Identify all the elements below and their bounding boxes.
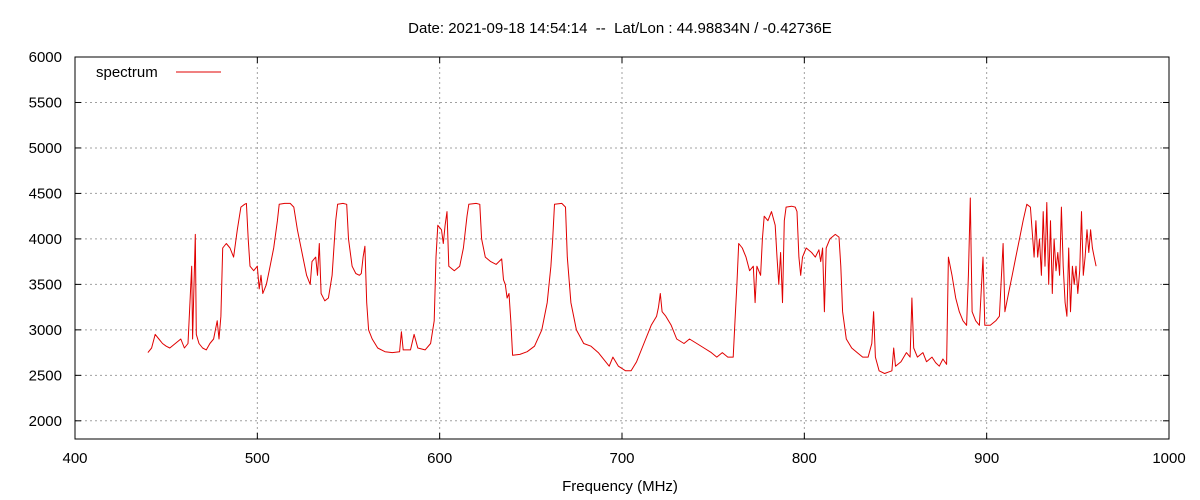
grid (75, 57, 1169, 439)
y-tick-label: 4000 (29, 231, 62, 248)
x-axis-label: Frequency (MHz) (562, 478, 678, 495)
x-tick-label: 600 (427, 450, 452, 467)
x-tick-label: 800 (792, 450, 817, 467)
x-tick-label: 1000 (1152, 450, 1185, 467)
axis-ticks (74, 56, 1170, 439)
y-tick-label: 3500 (29, 276, 62, 293)
x-tick-label: 400 (62, 450, 87, 467)
y-tick-label: 5000 (29, 140, 62, 157)
y-tick-label: 5500 (29, 94, 62, 111)
x-tick-label: 700 (609, 450, 634, 467)
series-group (147, 197, 1097, 374)
legend-label-spectrum: spectrum (96, 64, 158, 81)
chart-title: Date: 2021-09-18 14:54:14 -- Lat/Lon : 4… (408, 20, 832, 37)
x-tick-label: 900 (974, 450, 999, 467)
legend: spectrum (96, 64, 221, 81)
y-tick-label: 4500 (29, 185, 62, 202)
y-tick-label: 2000 (29, 413, 62, 430)
y-axis-tick-labels: 2000 2500 3000 3500 4000 4500 5000 5500 6000 (29, 49, 62, 430)
x-tick-label: 500 (245, 450, 270, 467)
y-tick-label: 3000 (29, 322, 62, 339)
y-tick-label: 6000 (29, 49, 62, 66)
series-line-spectrum (147, 197, 1097, 374)
y-tick-label: 2500 (29, 367, 62, 384)
x-axis-tick-labels: 400 500 600 700 800 900 1000 (62, 450, 1185, 467)
